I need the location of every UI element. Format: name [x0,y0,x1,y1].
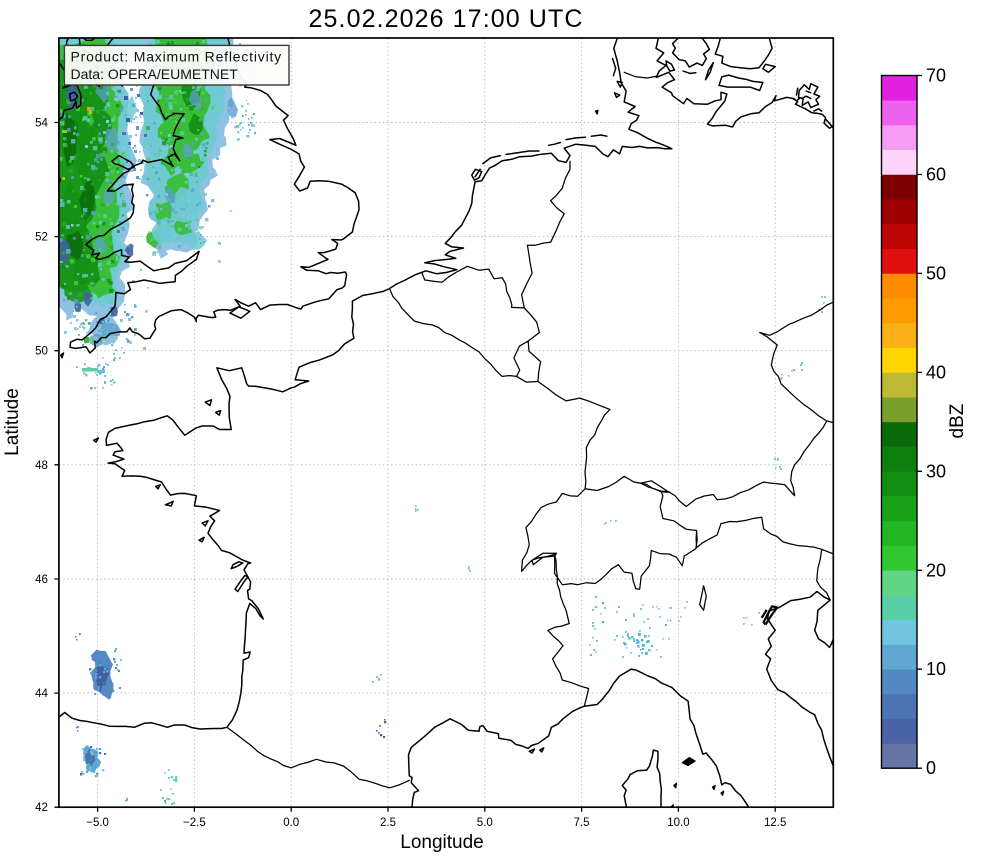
svg-text:7.5: 7.5 [574,817,590,829]
svg-text:Product: Maximum Reflectivity: Product: Maximum Reflectivity [71,49,282,65]
svg-text:42: 42 [35,802,48,814]
svg-text:Longitude: Longitude [400,832,483,853]
svg-text:70: 70 [926,66,946,86]
svg-text:48: 48 [35,460,48,472]
svg-text:50: 50 [35,346,48,358]
svg-text:44: 44 [35,688,48,700]
svg-text:20: 20 [926,560,946,580]
svg-text:10: 10 [926,659,946,679]
svg-text:50: 50 [926,263,946,283]
svg-text:25.02.2026 17:00 UTC: 25.02.2026 17:00 UTC [309,5,584,33]
svg-text:46: 46 [35,574,48,586]
svg-text:Data: OPERA/EUMETNET: Data: OPERA/EUMETNET [71,66,239,82]
svg-text:0.0: 0.0 [283,817,299,829]
svg-text:5.0: 5.0 [477,817,493,829]
svg-text:2.5: 2.5 [380,817,396,829]
svg-text:12.5: 12.5 [764,817,786,829]
svg-text:40: 40 [926,362,946,382]
svg-text:Latitude: Latitude [2,388,23,456]
svg-text:52: 52 [35,232,48,244]
svg-text:dBZ: dBZ [947,403,968,438]
svg-text:30: 30 [926,461,946,481]
svg-text:−5.0: −5.0 [86,817,109,829]
svg-text:54: 54 [35,118,48,130]
svg-text:−2.5: −2.5 [183,817,206,829]
svg-text:0: 0 [926,758,936,778]
svg-text:60: 60 [926,165,946,185]
svg-text:10.0: 10.0 [667,817,689,829]
